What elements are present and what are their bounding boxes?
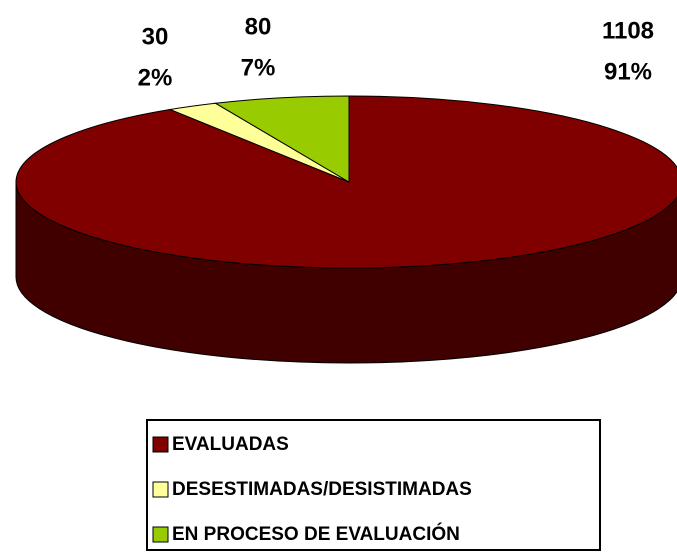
legend-swatch <box>152 526 169 543</box>
legend-swatch <box>152 481 169 498</box>
slice <box>15 95 677 269</box>
slice <box>213 95 350 183</box>
percent-label: 91% <box>604 58 652 85</box>
legend-label: EVALUADAS <box>172 434 289 455</box>
value-label: 1108 <box>602 17 654 44</box>
legend-box <box>146 419 601 551</box>
legend-label: EN PROCESO DE EVALUACIÓN <box>172 523 460 545</box>
legend-label: DESESTIMADAS/DESISTIMADAS <box>172 479 472 500</box>
percent-label: 7% <box>241 54 276 81</box>
legend-swatch <box>152 436 169 453</box>
percent-label: 2% <box>138 64 173 91</box>
value-label: 30 <box>142 23 169 50</box>
value-label: 80 <box>245 13 272 40</box>
